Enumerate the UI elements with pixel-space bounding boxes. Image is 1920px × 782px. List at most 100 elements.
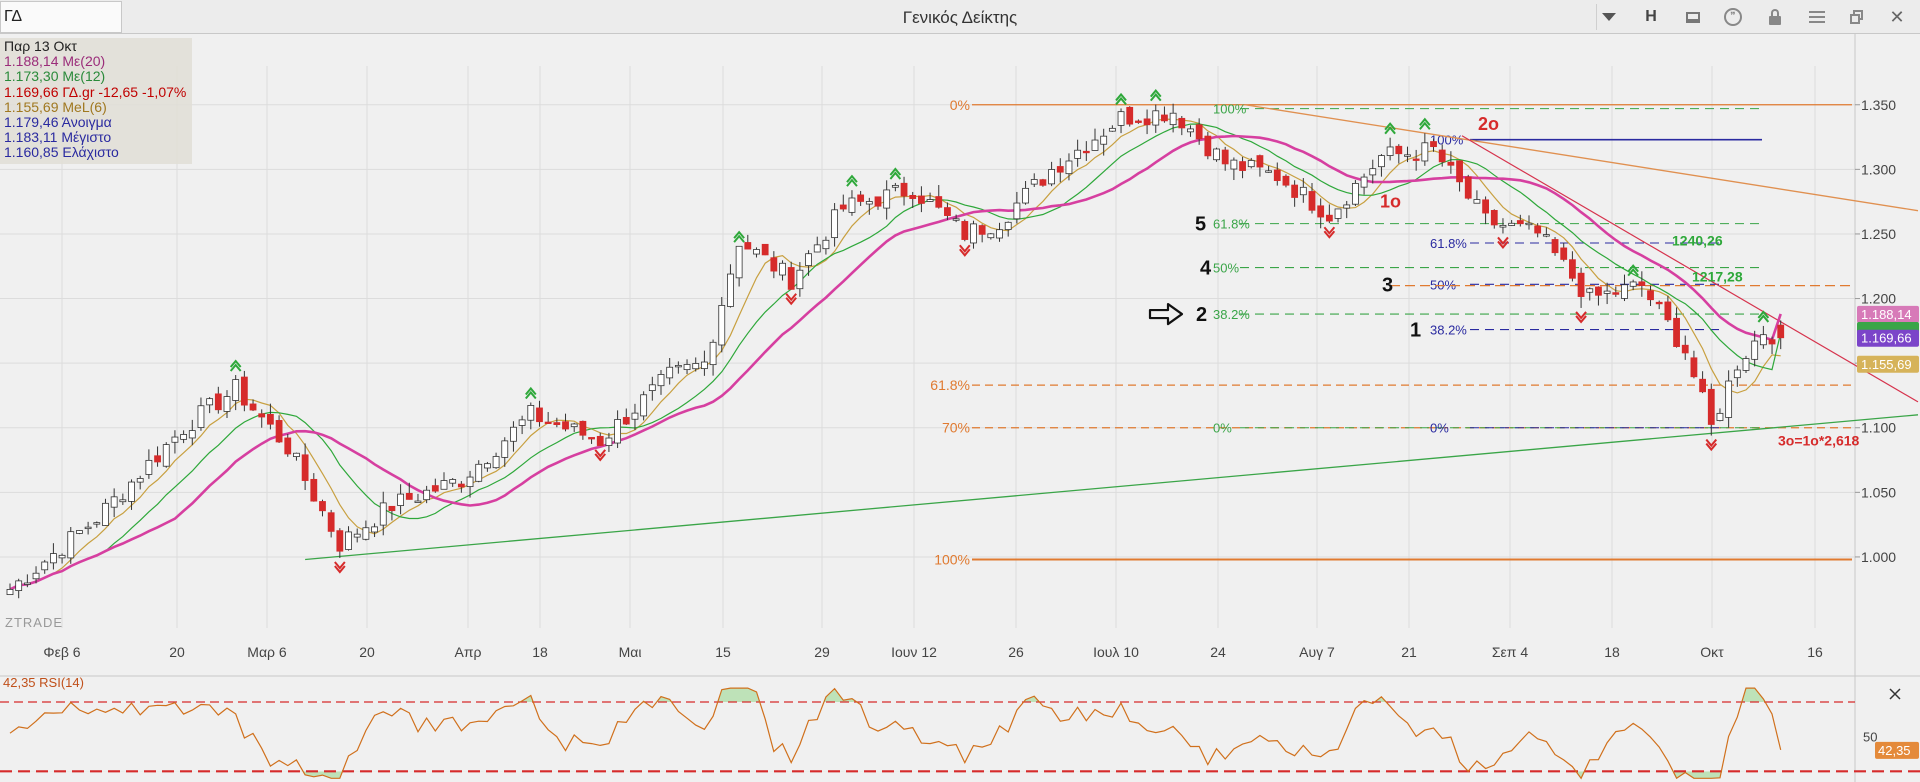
up-signal-icon	[1149, 89, 1162, 102]
candle-down	[319, 501, 326, 512]
close-button[interactable]: ✕	[1882, 4, 1912, 30]
candle-up	[15, 580, 23, 591]
restore-icon	[1850, 10, 1864, 24]
fib-right-label: 61.8%	[1430, 236, 1467, 251]
candle-down	[1178, 117, 1186, 129]
candle-up	[891, 184, 899, 188]
restore-button[interactable]	[1842, 4, 1872, 30]
candle-up	[1473, 199, 1481, 204]
candle-up	[1360, 176, 1368, 188]
menu-button[interactable]	[1802, 4, 1832, 30]
candle-down	[1195, 124, 1203, 140]
target-1-label: 1240,26	[1672, 232, 1723, 248]
candle-down	[935, 196, 943, 208]
candle-up	[666, 366, 674, 379]
candle-up	[188, 430, 196, 439]
h-button[interactable]: H	[1645, 8, 1657, 25]
candle-up	[1265, 170, 1272, 173]
candle-down	[1482, 199, 1489, 214]
info-date: Παρ 13 Οκτ	[4, 38, 77, 54]
candle-up	[483, 463, 491, 469]
rsi-label: 42,35 RSI(14)	[3, 675, 84, 690]
candle-down	[874, 196, 882, 207]
candle-down	[1082, 150, 1090, 154]
time-tick-label: 18	[532, 644, 548, 660]
candle-up	[1742, 358, 1750, 371]
candle-down	[1204, 135, 1212, 157]
comment-button[interactable]: ❞	[1718, 4, 1748, 30]
fib-wave-number: 5	[1195, 214, 1206, 236]
candle-up	[570, 423, 578, 428]
candle-up	[1230, 159, 1238, 170]
price-tick-label: 1.100	[1861, 420, 1896, 436]
candle-down	[1560, 247, 1568, 260]
down-signal-icon	[785, 293, 797, 306]
title-bar: ΓΔ Γενικός Δείκτης H ❞ ✕	[0, 0, 1920, 34]
price-tick-label: 1.300	[1861, 161, 1896, 177]
candle-down	[857, 194, 865, 202]
candle-down	[266, 413, 274, 425]
candle-up	[414, 500, 422, 503]
time-tick-label: Μαρ 6	[247, 644, 287, 660]
candle-up	[345, 531, 352, 550]
candle-down	[1221, 149, 1229, 165]
resistance-trendline	[1244, 104, 1919, 212]
time-tick-label: 15	[715, 644, 731, 660]
menu-icon	[1809, 11, 1825, 23]
right-arrow-shape	[1148, 302, 1184, 326]
candle-up	[1352, 183, 1359, 205]
candle-down	[761, 243, 769, 256]
up-signal-icon	[1757, 310, 1770, 323]
candle-down	[405, 492, 413, 500]
up-signal-icon	[1384, 122, 1396, 135]
candle-up	[1108, 127, 1116, 132]
candle-down	[336, 530, 344, 552]
candle-down	[1534, 225, 1542, 234]
symbol-input[interactable]: ΓΔ	[0, 1, 122, 33]
price-tag	[1857, 329, 1919, 347]
candle-down	[431, 485, 439, 492]
candle-down	[275, 420, 283, 443]
lock-button[interactable]	[1760, 4, 1790, 30]
candle-down	[258, 413, 266, 418]
toolbar-separator	[1596, 4, 1597, 30]
info-ma12: 1.173,30 Με(12)	[4, 68, 106, 85]
grid: ZTRADE	[0, 34, 1920, 782]
candle-up	[1074, 149, 1082, 159]
time-tick-label: Αυγ 7	[1299, 644, 1335, 660]
candle-up	[970, 223, 977, 244]
candle-up	[440, 480, 448, 490]
candle-up	[1213, 148, 1220, 161]
candle-up	[1621, 284, 1628, 299]
time-tick-label: 20	[359, 644, 375, 660]
candle-down	[1430, 141, 1437, 148]
up-signal-icon	[889, 167, 902, 180]
candle-up	[926, 199, 934, 202]
close-icon: ✕	[1889, 6, 1905, 27]
target-2-label: 1217,28	[1692, 269, 1743, 285]
dropdown-button[interactable]	[1594, 4, 1624, 30]
candle-up	[23, 582, 31, 585]
candle-down	[588, 437, 595, 440]
candle-down	[1647, 290, 1654, 301]
candle-down	[1464, 176, 1472, 199]
quote-icon: ❞	[1724, 8, 1742, 26]
candle-up	[136, 478, 144, 483]
annotations: 1o 2o 3o=1o*2,618 1240,26 1217,28	[1380, 114, 1860, 449]
candle-down	[240, 376, 248, 406]
rsi-close-icon[interactable]	[1889, 688, 1901, 700]
candle-up	[718, 305, 726, 346]
rsi-line	[9, 687, 1782, 780]
time-tick-label: Ιουλ 10	[1093, 644, 1139, 660]
candle-up	[84, 526, 92, 530]
down-signal-icon	[1705, 438, 1718, 452]
screen-button[interactable]	[1678, 4, 1708, 30]
fib-middle-label: 0%	[1213, 421, 1232, 436]
info-low: 1.160,85 Ελάχιστο	[4, 144, 119, 161]
candle-down	[1447, 161, 1455, 166]
candle-up	[1030, 179, 1038, 185]
candle-up	[501, 440, 509, 458]
chart-area[interactable]: ZTRADE 0%61.8%70%100%100%61.8%50%38.2%0%…	[0, 34, 1920, 782]
downtrend-line	[1461, 135, 1919, 403]
